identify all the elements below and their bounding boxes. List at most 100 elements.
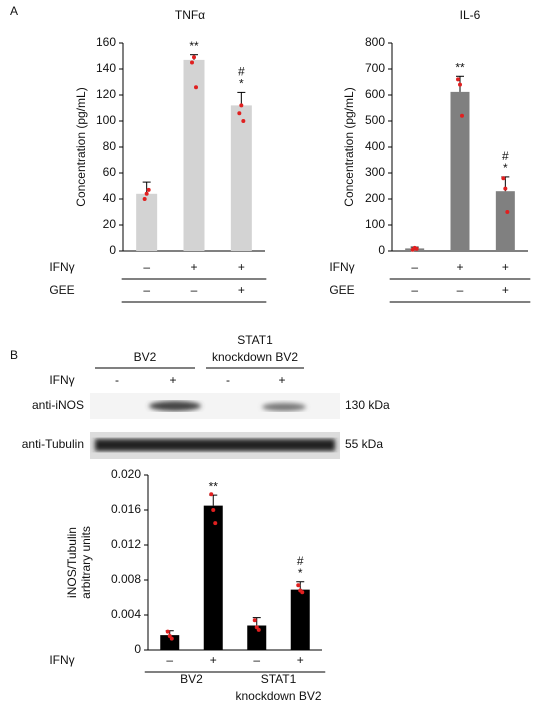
condition-value: – [191, 283, 198, 297]
data-point [460, 113, 464, 118]
y-tick-label: 0.004 [111, 607, 141, 621]
lane-value: + [278, 373, 285, 387]
y-tick-label: 0 [378, 243, 385, 257]
y-tick-label: 140 [96, 61, 116, 75]
significance: * [298, 566, 303, 580]
blot-group-label: BV2 [134, 350, 157, 364]
condition-value: – [143, 260, 150, 274]
condition-value: + [190, 260, 197, 274]
y-tick-label: 200 [365, 191, 385, 205]
y-tick-label: 800 [365, 35, 385, 49]
y-tick-label: 20 [103, 217, 117, 231]
bar [495, 191, 515, 251]
condition-value: + [238, 260, 245, 274]
condition-value: – [411, 260, 418, 274]
y-tick-label: 0.016 [111, 502, 141, 516]
group-label: knockdown BV2 [235, 689, 321, 703]
y-tick-label: 40 [103, 191, 117, 205]
data-point [414, 246, 419, 251]
data-point [296, 583, 301, 588]
significance: ** [189, 39, 199, 53]
lane-value: - [226, 373, 230, 387]
y-tick-label: 160 [96, 35, 116, 49]
y-tick-label: 0.012 [111, 537, 141, 551]
y-tick-label: 300 [365, 165, 385, 179]
y-axis-label: Concentration (pg/mL) [342, 87, 356, 206]
bar [136, 193, 158, 251]
y-tick-label: 120 [96, 87, 116, 101]
y-tick-label: 60 [103, 165, 117, 179]
data-point [256, 627, 261, 632]
data-point [241, 119, 246, 123]
significance: ** [209, 479, 219, 493]
data-point [165, 629, 170, 634]
panel-label: B [10, 348, 18, 362]
condition-value: + [456, 260, 463, 274]
significance: * [503, 161, 508, 175]
data-point [300, 590, 305, 595]
size-label: 55 kDa [345, 437, 383, 451]
data-point [456, 77, 460, 82]
chart-title: TNFα [175, 8, 205, 22]
y-tick-label: 500 [365, 113, 385, 127]
bar [183, 59, 205, 252]
condition-value: – [457, 283, 464, 297]
bar [247, 625, 267, 650]
condition-value: – [411, 283, 418, 297]
condition-label: GEE [329, 283, 354, 297]
condition-value: – [166, 653, 173, 667]
condition-value: – [253, 653, 260, 667]
y-tick-label: 80 [103, 139, 117, 153]
antibody-label: anti-iNOS [32, 398, 84, 412]
condition-value: + [297, 653, 304, 667]
y-tick-label: 600 [365, 87, 385, 101]
y-tick-label: 0.020 [111, 467, 141, 481]
condition-value: + [502, 260, 509, 274]
data-point [211, 508, 216, 512]
data-point [503, 186, 508, 191]
size-label: 130 kDa [345, 398, 390, 412]
bar [450, 91, 470, 251]
significance: ** [455, 60, 465, 74]
blot-group-label: knockdown BV2 [212, 350, 298, 364]
chart-title: IL-6 [460, 8, 481, 22]
data-point [237, 111, 242, 116]
bar [203, 505, 223, 650]
data-point [458, 82, 462, 87]
lane-label: IFNγ [49, 373, 74, 387]
y-axis-label: iNOS/Tubulin [65, 527, 79, 598]
data-point [252, 618, 257, 623]
y-axis-label: Concentration (pg/mL) [74, 87, 88, 206]
y-tick-label: 700 [365, 61, 385, 75]
antibody-label: anti-Tubulin [22, 437, 84, 451]
condition-label: GEE [49, 283, 74, 297]
y-tick-label: 100 [365, 217, 385, 231]
data-point [142, 197, 147, 201]
lane-value: + [169, 373, 176, 387]
blot-bands [95, 439, 335, 451]
bar [290, 589, 310, 650]
significance: * [239, 77, 244, 91]
data-point [239, 103, 244, 108]
data-point [505, 210, 510, 214]
condition-label: IFNγ [49, 653, 74, 667]
data-point [144, 191, 149, 196]
condition-value: + [238, 283, 245, 297]
condition-label: IFNγ [329, 260, 354, 274]
data-point [192, 55, 196, 60]
significance: # [238, 65, 245, 79]
significance: # [297, 554, 304, 568]
y-tick-label: 0 [109, 243, 116, 257]
y-axis-label: arbitrary units [79, 526, 93, 599]
condition-label: IFNγ [49, 260, 74, 274]
panel-label: A [10, 4, 18, 18]
condition-value: + [502, 283, 509, 297]
lane-value: - [115, 373, 119, 387]
data-point [190, 60, 194, 65]
data-point [169, 636, 174, 641]
y-tick-label: 100 [96, 113, 116, 127]
data-point [213, 521, 218, 526]
bar [230, 105, 252, 252]
group-label: STAT1 [261, 672, 297, 686]
